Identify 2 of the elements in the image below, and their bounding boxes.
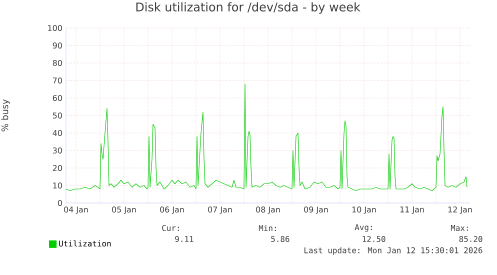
y-axis-title: % busy xyxy=(1,99,10,132)
chart-title: Disk utilization for /dev/sda - by week xyxy=(136,2,360,14)
